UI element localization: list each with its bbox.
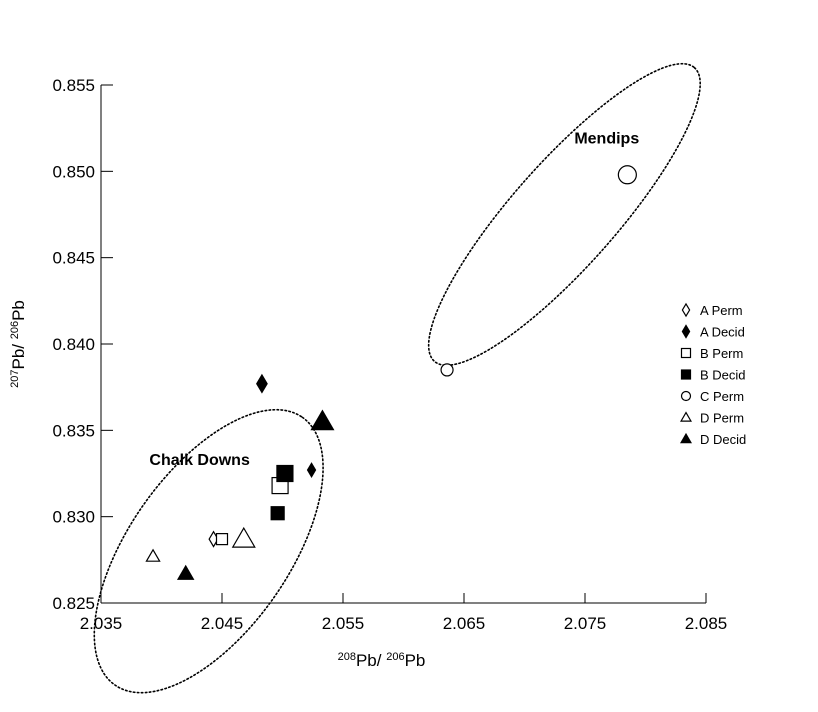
x-axis-title-base1: Pb/	[356, 651, 386, 670]
region-ellipses	[93, 62, 702, 694]
y-axis-ticks: 0.825 0.830 0.835 0.840 0.845 0.850 0.855	[52, 76, 113, 613]
axes	[100, 85, 706, 604]
legend-marker-c-perm	[680, 390, 692, 402]
legend-item-a-decid: A Decid	[681, 324, 745, 340]
point-a-decid	[256, 373, 268, 394]
legend-item-b-perm: B Perm	[680, 346, 743, 361]
point-b-perm	[215, 533, 229, 546]
legend-label-a-decid: A Decid	[700, 325, 745, 340]
x-tick-label: 2.035	[80, 614, 123, 633]
x-axis-title: 208Pb/ 206Pb	[338, 651, 426, 670]
point-d-decid	[310, 409, 335, 431]
y-axis-title-sup1: 207	[9, 370, 21, 388]
y-tick-label: 0.855	[52, 76, 95, 95]
legend-marker-a-decid	[681, 324, 691, 339]
y-tick-label: 0.835	[52, 421, 95, 440]
legend-label-c-perm: C Perm	[700, 389, 744, 404]
legend-label-b-decid: B Decid	[700, 368, 746, 383]
y-tick-label: 0.850	[52, 162, 95, 181]
legend-marker-b-perm	[680, 347, 692, 359]
region-ellipse-mendips	[427, 62, 702, 367]
point-b-decid	[276, 464, 294, 483]
point-c-perm	[617, 165, 637, 185]
x-tick-label: 2.055	[322, 614, 365, 633]
x-tick-label: 2.045	[201, 614, 244, 633]
legend-label-a-perm: A Perm	[700, 303, 743, 318]
point-a-decid	[306, 462, 317, 478]
x-axis-title-base2: Pb	[405, 651, 426, 670]
data-points	[145, 165, 637, 580]
x-axis-title-sup2: 206	[386, 651, 404, 663]
point-c-perm	[440, 363, 454, 377]
legend-label-b-perm: B Perm	[700, 346, 743, 361]
legend-label-d-perm: D Perm	[700, 411, 744, 426]
x-tick-label: 2.065	[443, 614, 486, 633]
x-tick-label: 2.085	[685, 614, 728, 633]
region-label-mendips: Mendips	[574, 131, 639, 148]
region-ellipse-chalk-downs	[93, 408, 324, 694]
legend-marker-b-decid	[680, 369, 692, 380]
y-axis-title-sup2: 206	[9, 321, 21, 339]
legend-marker-a-perm	[681, 302, 691, 318]
legend-label-d-decid: D Decid	[700, 432, 746, 447]
point-d-decid	[176, 564, 195, 580]
x-tick-label: 2.075	[564, 614, 607, 633]
legend-marker-d-perm	[680, 411, 692, 422]
y-axis-title-base1: Pb/	[9, 339, 28, 369]
legend: A Perm A Decid B Perm B Decid C Perm D Perm D …	[680, 302, 746, 447]
region-labels: Mendips Chalk Downs	[149, 131, 639, 469]
y-axis-title: 207Pb/ 206Pb	[9, 300, 28, 388]
region-label-chalk-downs: Chalk Downs	[149, 452, 250, 469]
y-tick-label: 0.830	[52, 508, 95, 527]
y-tick-label: 0.825	[52, 594, 95, 613]
x-axis-ticks: 2.035 2.045 2.055 2.065 2.075 2.085	[80, 593, 728, 633]
y-axis-title-base2: Pb	[9, 300, 28, 321]
point-d-perm	[145, 548, 161, 562]
point-d-perm	[231, 526, 256, 548]
legend-item-b-decid: B Decid	[680, 368, 746, 383]
point-b-decid	[270, 506, 285, 521]
y-tick-label: 0.845	[52, 249, 95, 268]
legend-marker-d-decid	[680, 432, 692, 444]
legend-item-c-perm: C Perm	[680, 389, 744, 404]
y-tick-label: 0.840	[52, 335, 95, 354]
x-axis-title-sup1: 208	[338, 651, 356, 663]
legend-item-a-perm: A Perm	[681, 302, 743, 318]
legend-item-d-perm: D Perm	[680, 411, 744, 426]
legend-item-d-decid: D Decid	[680, 432, 746, 447]
